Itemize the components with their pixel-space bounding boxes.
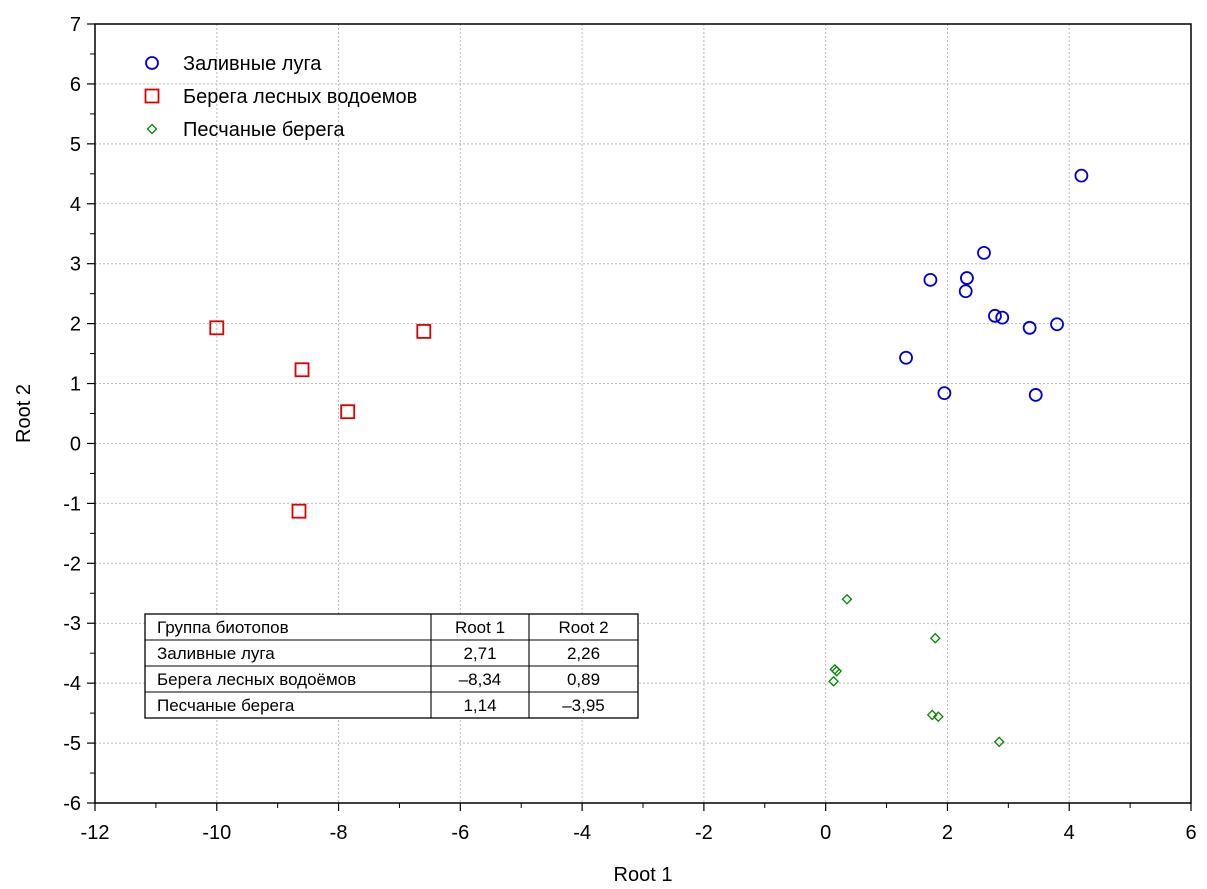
table-header-cell: Группа биотопов xyxy=(157,618,289,637)
x-tick-label: -4 xyxy=(573,822,591,844)
y-tick-label: -4 xyxy=(63,673,81,695)
x-tick-label: -6 xyxy=(451,822,469,844)
diamond-data-point xyxy=(841,593,853,605)
circle-data-point xyxy=(960,271,974,285)
y-axis-title: Root 2 xyxy=(13,384,35,443)
circle-data-point xyxy=(937,386,952,401)
y-tick-label: 6 xyxy=(70,74,81,96)
legend: Заливные луга Берега лесных водоемов Песча… xyxy=(144,53,417,141)
table-cell: Заливные луга xyxy=(157,644,275,663)
circle-data-point xyxy=(988,308,1002,323)
square-data-point xyxy=(291,503,307,519)
circle-data-point xyxy=(1022,320,1037,335)
table-cell: 2,71 xyxy=(463,644,496,663)
diamond-data-point xyxy=(929,632,941,644)
circle-data-point xyxy=(1074,168,1089,183)
legend-square-marker xyxy=(144,88,160,104)
circle-data-point xyxy=(995,310,1010,325)
diamond-data-point xyxy=(831,665,843,677)
y-tick-label: -5 xyxy=(63,733,81,755)
circle-data-point xyxy=(923,272,938,287)
circle-data-point xyxy=(1028,388,1043,402)
square-data-point xyxy=(416,324,432,339)
table-cell: 1,14 xyxy=(463,696,496,715)
diamond-data-point xyxy=(828,675,840,687)
diamond-data-point xyxy=(993,736,1005,748)
x-tick-label: 2 xyxy=(942,822,953,844)
legend-entry-label: Заливные луга xyxy=(183,53,322,75)
table-cell: Берега лесных водоёмов xyxy=(157,670,356,689)
table-header-cell: Root 2 xyxy=(558,618,608,637)
circle-data-point xyxy=(899,350,913,365)
x-tick-label: -10 xyxy=(202,822,231,844)
circle-data-point xyxy=(977,246,991,260)
data-points xyxy=(209,168,1089,748)
diamond-data-point xyxy=(932,711,944,723)
x-tick-label: 0 xyxy=(820,822,831,844)
y-tick-label: 0 xyxy=(70,433,81,455)
table-cell: –3,95 xyxy=(562,696,605,715)
legend-diamond-marker xyxy=(146,123,158,135)
table-cell: 2,26 xyxy=(567,644,600,663)
x-tick-label: -8 xyxy=(330,822,348,844)
circle-data-point xyxy=(1050,317,1064,332)
y-tick-label: 2 xyxy=(70,314,81,336)
y-tick-label: 3 xyxy=(70,254,81,276)
grid-lines xyxy=(95,24,1191,803)
y-tick-label: -2 xyxy=(63,553,81,575)
table-cell: 0,89 xyxy=(567,670,600,689)
y-tick-label: 4 xyxy=(70,194,81,216)
y-tick-label: -3 xyxy=(63,613,81,635)
legend-entry-label: Песчаные берега xyxy=(183,119,345,141)
y-tick-label: -6 xyxy=(63,793,81,815)
y-tick-label: 1 xyxy=(70,374,81,396)
legend-circle-marker xyxy=(145,56,159,70)
table-cell: Песчаные берега xyxy=(157,696,295,715)
x-tick-label: 4 xyxy=(1064,822,1075,844)
square-data-point xyxy=(209,320,225,336)
y-tick-labels: -6 -5 -4 -3 -2 -1 0 1 2 3 4 5 6 7 xyxy=(63,14,81,815)
legend-entry-label: Берега лесных водоемов xyxy=(183,86,417,108)
x-tick-label: -12 xyxy=(81,822,110,844)
diamond-data-point xyxy=(926,709,938,721)
y-tick-label: -1 xyxy=(63,493,81,515)
x-tick-label: -2 xyxy=(695,822,713,844)
y-tick-label: 7 xyxy=(70,14,81,36)
table-header-cell: Root 1 xyxy=(455,618,505,637)
x-tick-label: 6 xyxy=(1185,822,1196,844)
x-axis-title: Root 1 xyxy=(614,864,673,886)
circle-data-point xyxy=(958,284,973,299)
y-tick-label: 5 xyxy=(70,134,81,156)
group-centroid-table: Группа биотопов Root 1 Root 2 Заливные луга… xyxy=(144,613,639,719)
axis-ticks xyxy=(87,23,1192,811)
square-data-point xyxy=(294,362,310,378)
square-data-point xyxy=(340,404,356,420)
x-tick-labels: -12 -10 -8 -6 -4 -2 0 2 4 6 xyxy=(81,822,1197,844)
table-cell: –8,34 xyxy=(459,670,502,689)
